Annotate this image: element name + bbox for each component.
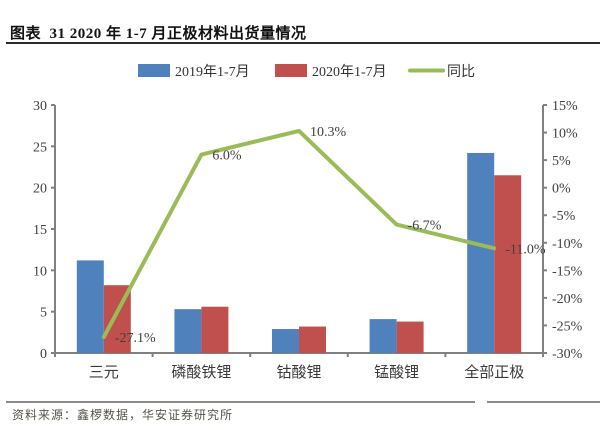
yoy-data-label-磷酸铁锂: 6.0% (212, 149, 242, 164)
right-tick-label--15%: -15% (552, 264, 583, 279)
right-tick-label--25%: -25% (552, 319, 583, 334)
yoy-data-label-锰酸锂: -6.7% (408, 219, 442, 234)
yoy-data-label-三元: -27.1% (115, 331, 156, 346)
right-tick-label--10%: -10% (552, 237, 583, 252)
footer-divider (6, 401, 475, 403)
source-note: 资料来源：鑫椤数据，华安证券研究所 (12, 408, 234, 422)
x-tick-label-锰酸锂: 锰酸锂 (374, 364, 419, 381)
left-tick-label-15: 15 (33, 223, 47, 238)
title-divider (6, 42, 600, 44)
yoy-data-label-全部正极: -11.0% (505, 242, 546, 257)
yoy-line (101, 128, 497, 340)
bar-2019年1-7月-磷酸铁锂 (174, 309, 202, 353)
legend-label-2020年1-7月: 2020年1-7月 (312, 64, 387, 80)
legend-swatch-2020年1-7月 (275, 64, 307, 77)
bar-2019年1-7月-锰酸锂 (369, 319, 397, 353)
right-tick-label-5%: 5% (552, 154, 571, 169)
x-tick-label-三元: 三元 (89, 365, 119, 381)
right-tick-label--20%: -20% (552, 292, 583, 307)
bar-2020年1-7月-锰酸锂 (396, 321, 424, 353)
bar-2020年1-7月-磷酸铁锂 (201, 306, 229, 353)
legend-swatch-2019年1-7月 (138, 64, 170, 77)
bar-2020年1-7月-钴酸锂 (299, 326, 326, 353)
left-tick-label-5: 5 (40, 306, 47, 321)
bar-2020年1-7月-全部正极 (494, 175, 522, 353)
right-tick-label-10%: 10% (552, 127, 578, 142)
legend-label-同比: 同比 (447, 64, 475, 80)
right-tick-label--5%: -5% (552, 209, 576, 224)
bar-2019年1-7月-三元 (76, 260, 104, 353)
right-tick-label-0%: 0% (552, 182, 571, 197)
left-tick-label-30: 30 (33, 99, 47, 114)
left-tick-label-10: 10 (33, 264, 47, 279)
footer-divider-segment (487, 401, 600, 403)
x-tick-label-钴酸锂: 钴酸锂 (276, 364, 321, 381)
x-tick-label-磷酸铁锂: 磷酸铁锂 (171, 364, 231, 381)
bar-2019年1-7月-钴酸锂 (272, 329, 299, 353)
x-tick-label-全部正极: 全部正极 (464, 363, 524, 381)
right-tick-label--30%: -30% (552, 347, 583, 362)
bar-2019年1-7月-全部正极 (467, 152, 495, 353)
cathode-shipment-chart: 2019年1-7月 2020年1-7月 同比 0 5 10 15 20 25 30 -30% -25%… (33, 64, 583, 381)
left-tick-label-20: 20 (33, 182, 47, 197)
left-tick-label-25: 25 (33, 140, 47, 155)
right-tick-label-15%: 15% (552, 99, 578, 114)
yoy-data-label-钴酸锂: 10.3% (310, 125, 347, 140)
page-title: 图表 31 2020 年 1-7 月正极材料出货量情况 (10, 26, 307, 42)
left-tick-label-0: 0 (40, 347, 47, 362)
legend-label-2019年1-7月: 2019年1-7月 (175, 64, 250, 80)
